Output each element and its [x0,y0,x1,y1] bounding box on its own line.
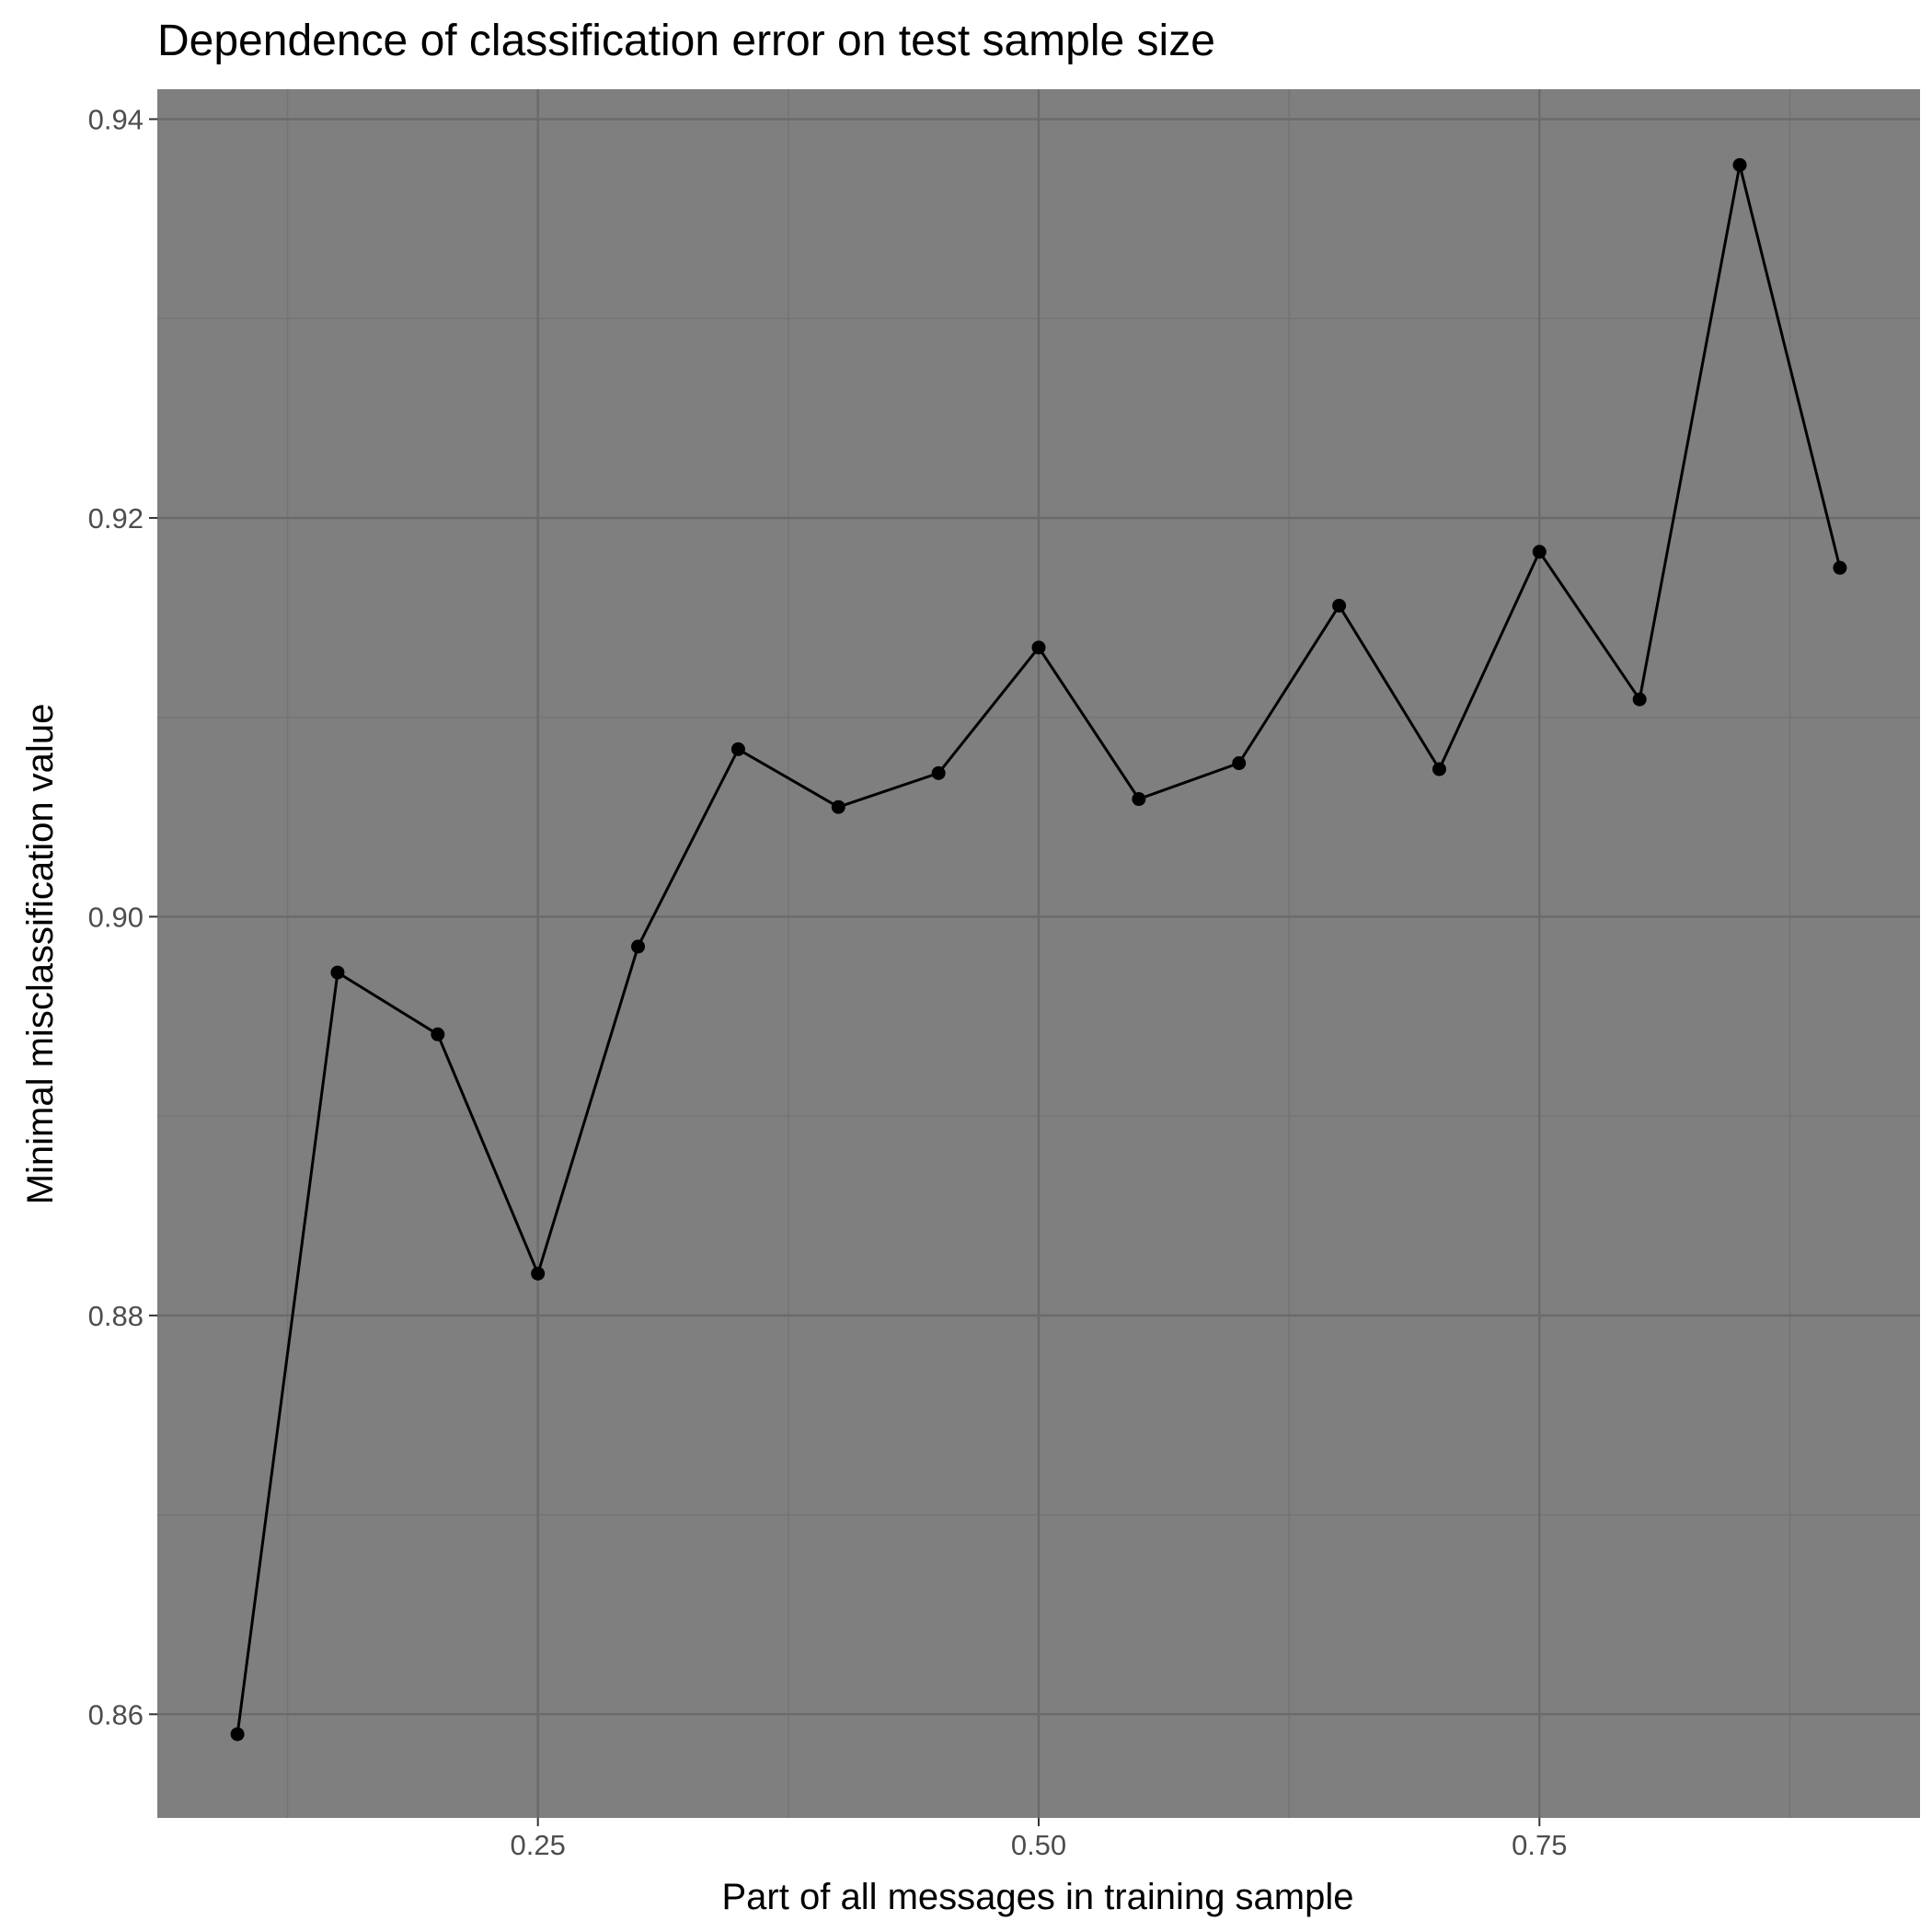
data-point [1732,157,1747,172]
data-point [230,1727,245,1742]
data-point [531,1266,546,1281]
y-tick-label: 0.90 [88,901,144,933]
data-point [631,939,646,954]
data-point [1232,756,1247,771]
y-axis-title: Minimal misclassification value [20,704,61,1205]
data-point [730,742,745,756]
data-point [1833,560,1847,575]
data-point [1632,692,1647,707]
data-point [330,965,345,980]
data-point [1132,792,1146,807]
x-axis-title: Part of all messages in training sample [722,1877,1354,1917]
y-tick-label: 0.88 [88,1300,144,1332]
data-point [1332,598,1347,613]
x-tick-label: 0.50 [1011,1829,1066,1861]
axes-group: 0.25 0.50 0.75 0.86 0.88 0.90 0.92 0.94 [88,104,1568,1861]
x-tick-label: 0.75 [1512,1829,1567,1861]
major-gridlines [157,89,1920,1818]
chart-title: Dependence of classification error on te… [157,17,1215,65]
data-point [1031,640,1046,655]
data-point [1532,545,1547,559]
y-tick-label: 0.92 [88,502,144,535]
y-tick-label: 0.94 [88,104,144,136]
series-group [230,157,1847,1742]
data-point [1432,762,1446,776]
y-tick-label: 0.86 [88,1698,144,1731]
data-point [931,765,946,780]
data-point [831,799,845,814]
x-tick-label: 0.25 [511,1829,566,1861]
data-point [431,1027,445,1041]
